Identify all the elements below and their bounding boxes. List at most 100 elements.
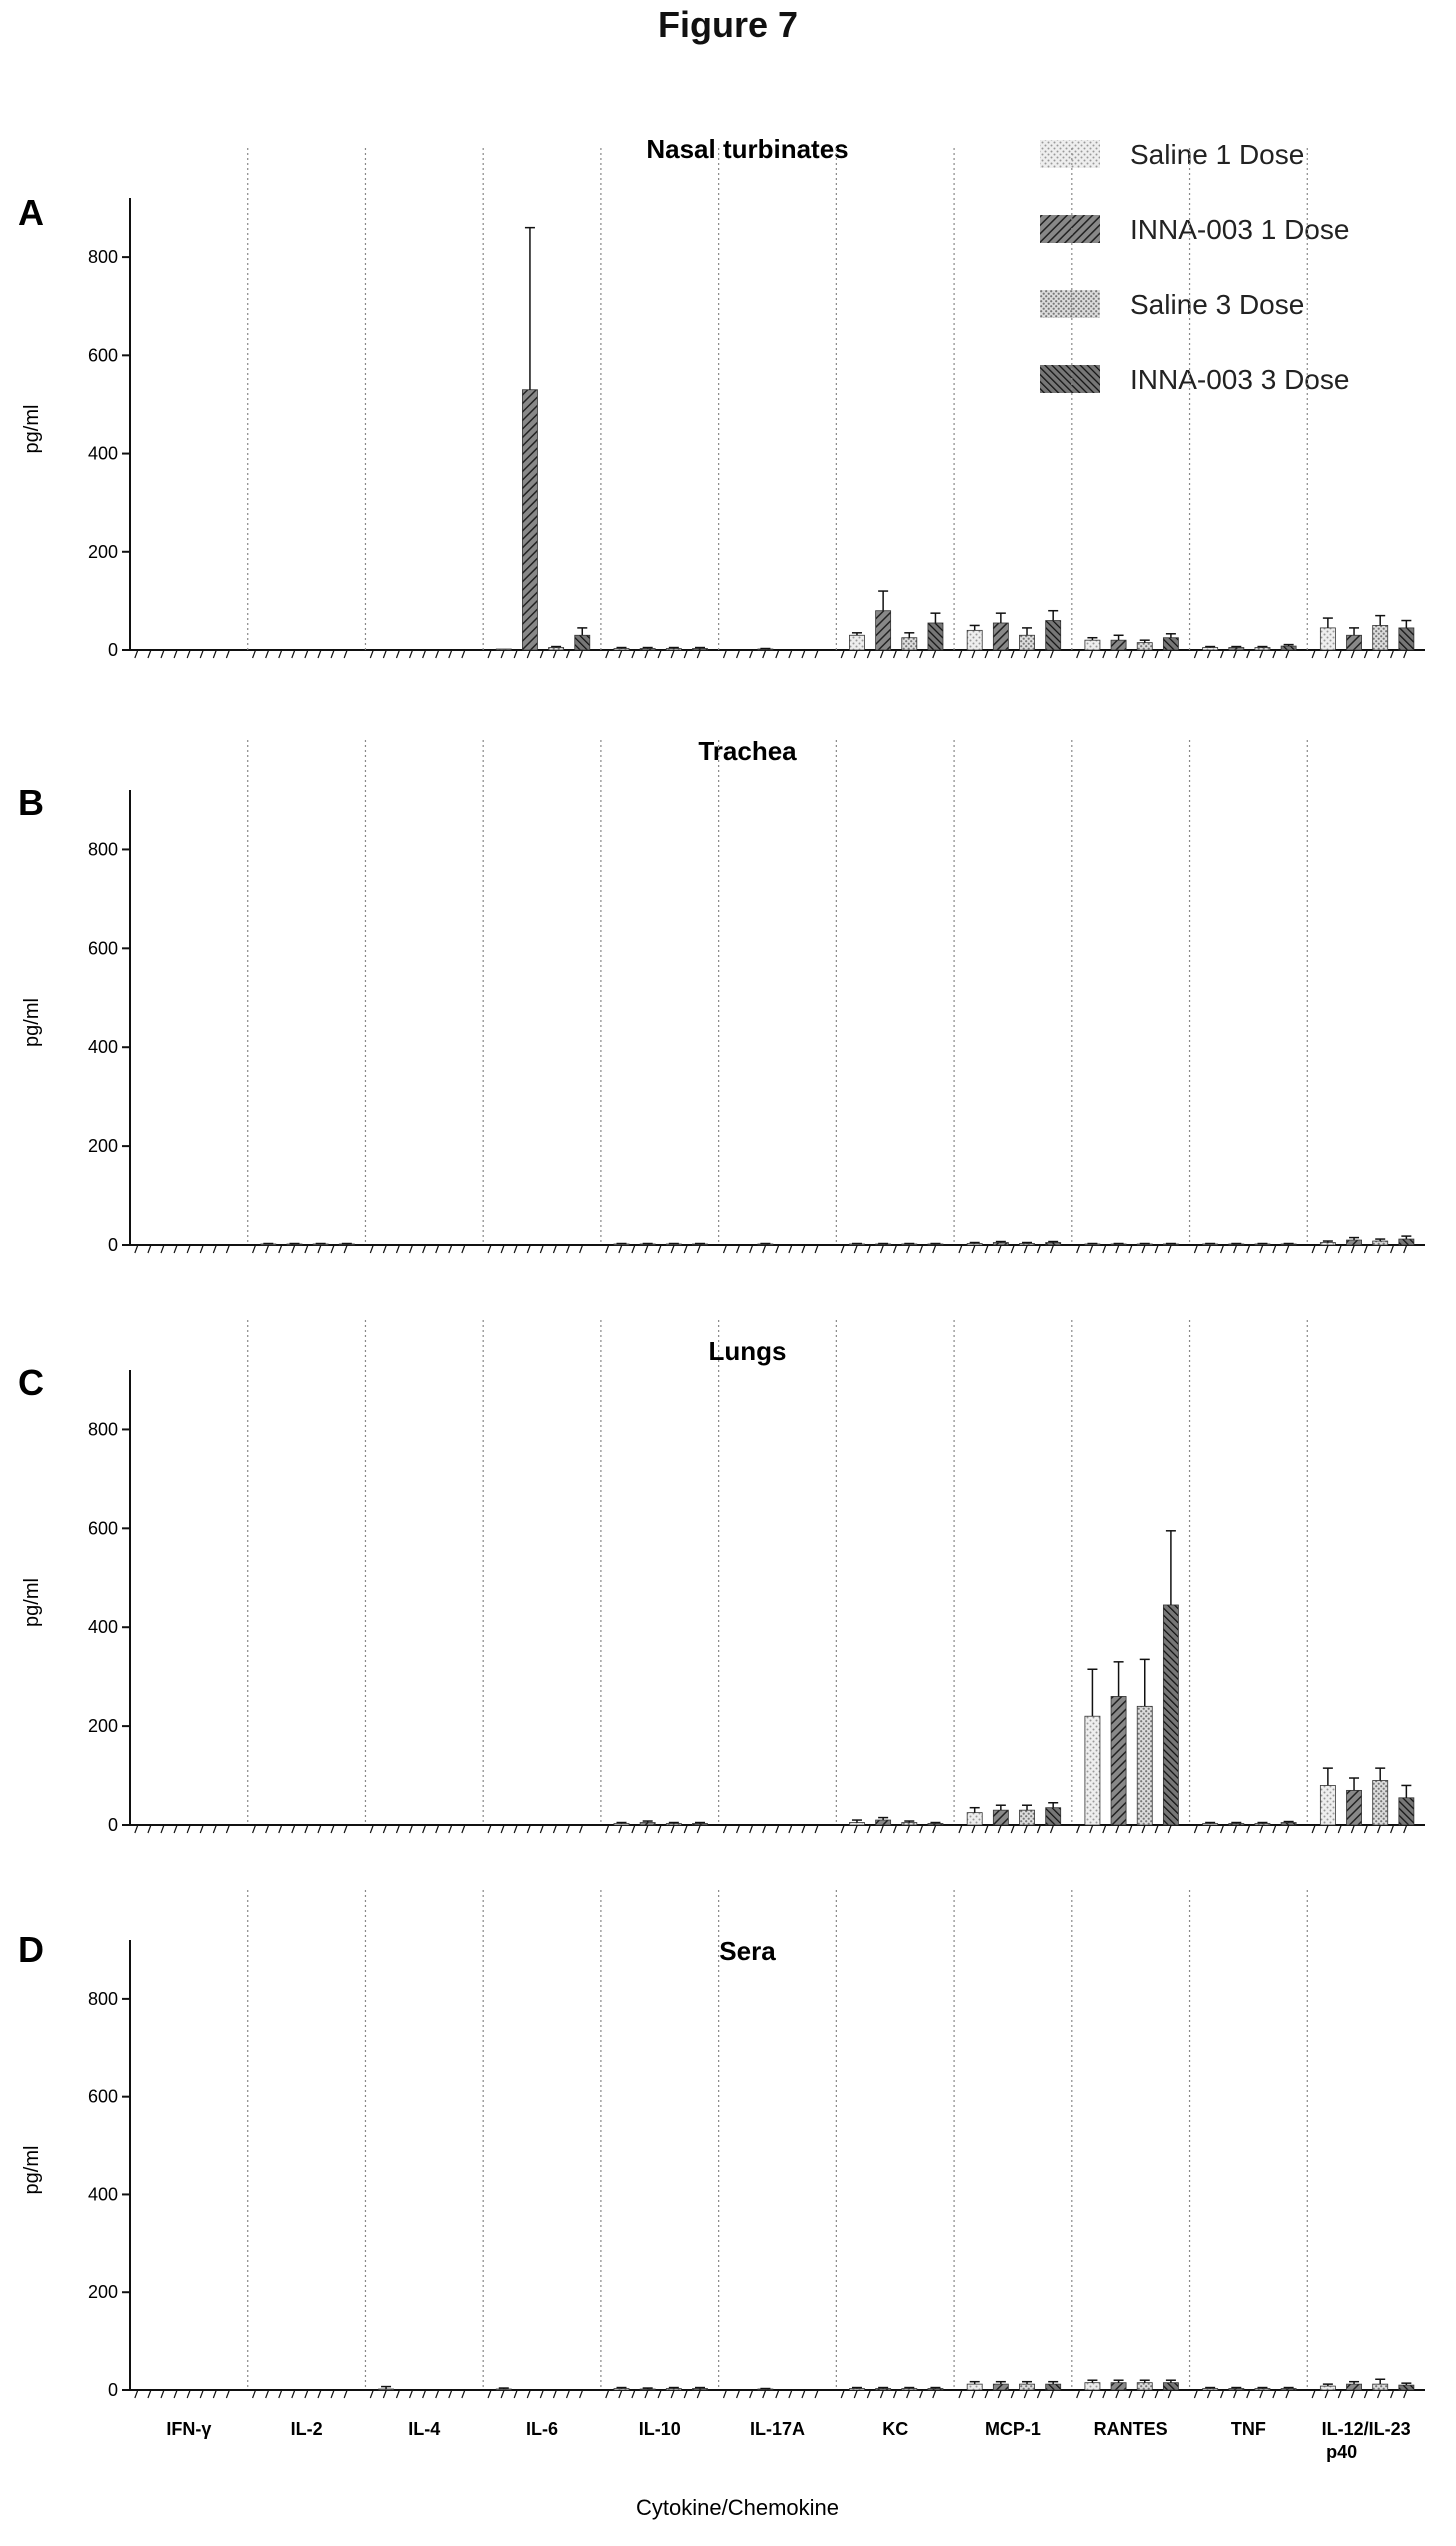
x-tick [788,2389,793,2399]
x-tick [552,1244,557,1254]
panel-a: A Nasal turbinates 0 200 400 600 800 pg/ml [18,134,1425,660]
bar [1110,1696,1127,1826]
bar [1084,639,1101,651]
x-tick [212,649,217,659]
x-tick [317,1824,322,1834]
y-tick-label: 200 [88,2282,118,2302]
x-tick [644,649,649,659]
x-tick-label: IL-12/IL-23 [1322,2419,1411,2439]
y-tick-label: 200 [88,1716,118,1736]
x-tick [1324,649,1329,659]
x-tick [644,1824,649,1834]
x-tick [408,1244,414,1254]
x-tick [369,649,374,659]
bar [901,1822,918,1826]
x-tick [461,1244,466,1254]
x-tick [762,2389,767,2399]
x-tick [1076,1244,1081,1254]
x-tick [696,1824,701,1834]
x-tick [736,1244,741,1254]
x-tick [1036,2389,1041,2399]
bar [1372,2383,1389,2391]
x-tick [1128,2389,1133,2399]
bar [1019,1809,1035,1826]
x-tick [395,1244,401,1254]
x-tick [278,649,283,659]
y-tick-label: 0 [108,640,118,660]
x-tick [997,1824,1002,1834]
bar [1136,2382,1153,2391]
bar [1019,634,1035,651]
x-tick [788,649,793,659]
x-tick [291,649,296,659]
x-tick [134,2389,139,2399]
x-tick [435,1824,440,1834]
x-tick [1311,649,1316,659]
y-tick-label: 400 [88,1037,118,1057]
x-tick [422,649,427,659]
x-tick [1102,1244,1107,1254]
x-tick [775,2389,780,2399]
x-tick [252,649,257,659]
x-tick [1010,649,1015,659]
x-tick [212,1244,217,1254]
x-tick [1049,649,1055,659]
x-tick [984,649,989,659]
x-tick [435,2389,440,2399]
x-tick [291,1824,296,1834]
bar [1280,1822,1297,1826]
x-tick [971,1244,976,1254]
bar [1228,2388,1245,2391]
bar [1228,1823,1245,1826]
x-tick [1285,649,1290,659]
x-tick [840,1244,845,1254]
x-tick [487,2389,492,2399]
x-tick [1246,1824,1251,1834]
bar [1319,2385,1336,2391]
x-tick [879,1244,885,1254]
bar [1202,1823,1219,1826]
x-tick [252,1824,257,1834]
bar [1398,627,1415,651]
x-tick [906,1244,911,1254]
bar [1019,2383,1035,2391]
x-tick [1259,2389,1264,2399]
bar [1346,634,1362,651]
x-tick [1167,649,1172,659]
x-tick [304,1824,309,1834]
x-tick [1259,649,1264,659]
x-tick [853,1824,858,1834]
x-tick [919,649,924,659]
x-tick [866,2389,871,2399]
bar [1398,2384,1415,2391]
bar [639,2388,656,2391]
y-tick-label: 800 [88,1989,118,2009]
x-tick [265,1244,270,1254]
bar [378,2388,394,2391]
x-tick [565,649,571,659]
x-tick [160,1824,165,1834]
x-tick [1363,1824,1369,1834]
legend-label: Saline 1 Dose [1130,139,1304,170]
x-tick [552,1824,557,1834]
x-tick-label-sub: p40 [1326,2442,1357,2462]
x-tick [814,649,819,659]
x-tick [958,2389,963,2399]
x-tick [1141,1244,1146,1254]
x-tick [1233,1824,1238,1834]
x-tick [1363,649,1369,659]
x-tick [1154,1824,1159,1834]
x-tick [1193,1824,1198,1834]
x-tick [1337,1244,1342,1254]
x-tick [330,649,335,659]
bar [1162,1604,1179,1826]
x-tick [1010,1244,1015,1254]
x-tick [1115,1824,1120,1834]
x-tick [1089,2389,1094,2399]
x-tick [1403,1824,1408,1834]
bar [692,648,708,651]
x-tick [879,1824,885,1834]
x-tick [644,1244,649,1254]
x-tick [762,649,767,659]
panel-title: Trachea [698,736,797,766]
